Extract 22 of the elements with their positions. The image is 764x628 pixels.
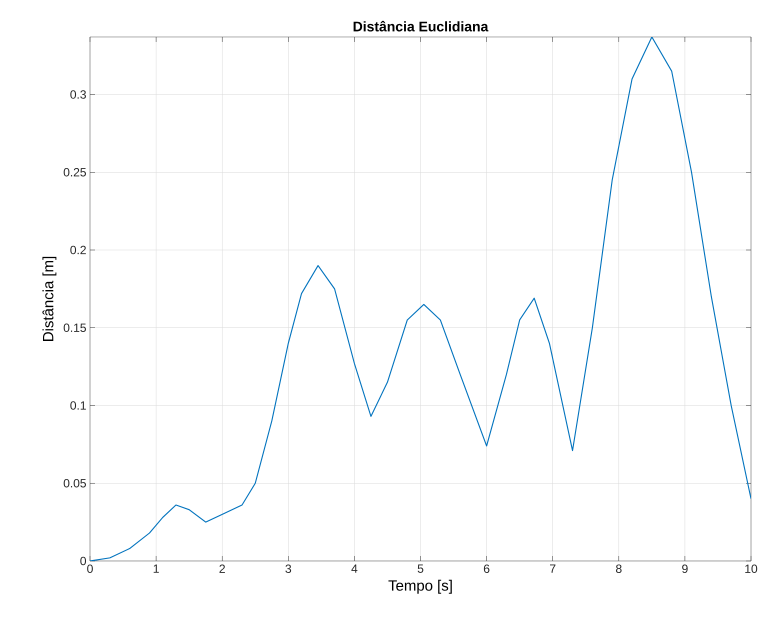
x-tick-label: 9: [682, 564, 688, 573]
y-tick-label: 0.2: [70, 246, 86, 254]
x-tick-label: 6: [484, 564, 490, 573]
y-tick-label: 0.1: [70, 401, 86, 410]
line-series: [90, 36, 752, 561]
x-tick-label: 8: [616, 564, 622, 573]
x-tick-label: 3: [285, 564, 292, 573]
x-axis-title: Tempo [s]: [388, 580, 452, 594]
x-tick-label: 1: [154, 564, 159, 573]
chart-title: Distância Euclidiana: [354, 20, 488, 32]
y-tick-label: 0.25: [64, 168, 86, 176]
x-tick-label: 4: [351, 564, 358, 573]
x-tick-label: 5: [418, 564, 424, 573]
y-axis-title: Distância [m]: [42, 256, 56, 341]
x-tick-label: 7: [550, 564, 556, 573]
y-tick-label: 0.15: [64, 324, 86, 332]
y-tick-label: 0.3: [70, 90, 86, 99]
x-tick-label: 0: [87, 564, 93, 573]
y-tick-label: 0.05: [64, 479, 86, 488]
x-tick-label: 2: [219, 564, 225, 573]
y-tick-label: 0: [80, 556, 86, 566]
x-tick-label: 10: [745, 564, 758, 573]
